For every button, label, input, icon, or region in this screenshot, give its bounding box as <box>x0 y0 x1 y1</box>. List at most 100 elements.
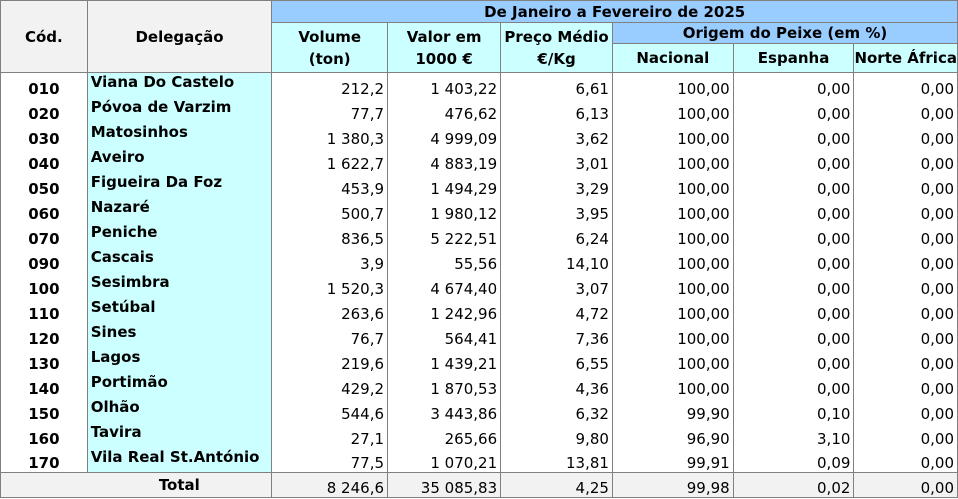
row-national: 99,90 <box>611 397 734 423</box>
row-north-africa: 0,00 <box>853 297 958 323</box>
header-origin-group: Origem do Peixe (em %) <box>611 22 958 44</box>
row-price: 7,36 <box>500 322 613 348</box>
row-delegation-name: Setúbal <box>86 297 273 323</box>
row-code: 090 <box>0 247 88 273</box>
total-code-cell <box>0 472 88 498</box>
row-spain: 0,10 <box>732 397 855 423</box>
row-delegation-name: Sesimbra <box>86 272 273 298</box>
row-value: 4 883,19 <box>387 147 502 173</box>
row-north-africa: 0,00 <box>853 397 958 423</box>
row-value: 3 443,86 <box>387 397 502 423</box>
total-north-africa: 0,00 <box>853 472 958 498</box>
row-volume: 500,7 <box>271 197 389 223</box>
row-volume: 263,6 <box>271 297 389 323</box>
row-spain: 0,00 <box>732 172 855 198</box>
table-row: 050 Figueira Da Foz 453,9 1 494,29 3,29 100,0… <box>0 172 958 198</box>
row-value: 1 980,12 <box>387 197 502 223</box>
row-price: 6,13 <box>500 97 613 123</box>
row-north-africa: 0,00 <box>853 97 958 123</box>
table-row: 090 Cascais 3,9 55,56 14,10 100,00 0,00 0,00 <box>0 247 958 273</box>
row-volume: 1 520,3 <box>271 272 389 298</box>
row-delegation-name: Nazaré <box>86 197 273 223</box>
header-delegation: Delegação <box>86 0 273 73</box>
header-price-line2: €/Kg <box>537 49 576 68</box>
row-national: 99,91 <box>611 447 734 473</box>
row-north-africa: 0,00 <box>853 372 958 398</box>
row-price: 3,07 <box>500 272 613 298</box>
row-code: 150 <box>0 397 88 423</box>
header-national: Nacional <box>611 43 734 73</box>
table-row: 140 Portimão 429,2 1 870,53 4,36 100,00 0,00 0,… <box>0 372 958 398</box>
row-north-africa: 0,00 <box>853 147 958 173</box>
row-north-africa: 0,00 <box>853 422 958 448</box>
table-row: 130 Lagos 219,6 1 439,21 6,55 100,00 0,00 0,00 <box>0 347 958 373</box>
row-price: 14,10 <box>500 247 613 273</box>
row-spain: 0,00 <box>732 147 855 173</box>
total-volume: 8 246,6 <box>271 472 389 498</box>
row-code: 130 <box>0 347 88 373</box>
row-national: 100,00 <box>611 372 734 398</box>
row-spain: 0,09 <box>732 447 855 473</box>
row-delegation-name: Vila Real St.António <box>86 447 273 473</box>
row-code: 010 <box>0 72 88 98</box>
row-spain: 0,00 <box>732 197 855 223</box>
row-code: 050 <box>0 172 88 198</box>
row-volume: 219,6 <box>271 347 389 373</box>
row-national: 100,00 <box>611 247 734 273</box>
row-volume: 1 380,3 <box>271 122 389 148</box>
row-delegation-name: Tavira <box>86 422 273 448</box>
total-price: 4,25 <box>500 472 613 498</box>
row-spain: 0,00 <box>732 122 855 148</box>
row-value: 476,62 <box>387 97 502 123</box>
row-north-africa: 0,00 <box>853 222 958 248</box>
row-north-africa: 0,00 <box>853 247 958 273</box>
row-north-africa: 0,00 <box>853 322 958 348</box>
row-spain: 0,00 <box>732 322 855 348</box>
row-delegation-name: Portimão <box>86 372 273 398</box>
row-spain: 0,00 <box>732 97 855 123</box>
row-price: 4,72 <box>500 297 613 323</box>
row-value: 1 494,29 <box>387 172 502 198</box>
row-spain: 3,10 <box>732 422 855 448</box>
row-spain: 0,00 <box>732 297 855 323</box>
row-code: 160 <box>0 422 88 448</box>
row-value: 4 674,40 <box>387 272 502 298</box>
row-national: 100,00 <box>611 122 734 148</box>
row-delegation-name: Póvoa de Varzim <box>86 97 273 123</box>
row-code: 120 <box>0 322 88 348</box>
table-row: 120 Sines 76,7 564,41 7,36 100,00 0,00 0,00 <box>0 322 958 348</box>
row-national: 100,00 <box>611 347 734 373</box>
row-delegation-name: Viana Do Castelo <box>86 72 273 98</box>
row-code: 170 <box>0 447 88 473</box>
row-delegation-name: Figueira Da Foz <box>86 172 273 198</box>
row-price: 6,61 <box>500 72 613 98</box>
header-volume-line2: (ton) <box>308 49 351 68</box>
row-value: 1 070,21 <box>387 447 502 473</box>
header-north-africa: Norte África <box>853 43 958 73</box>
row-price: 6,55 <box>500 347 613 373</box>
row-price: 6,32 <box>500 397 613 423</box>
row-delegation-name: Lagos <box>86 347 273 373</box>
table-row: 160 Tavira 27,1 265,66 9,80 96,90 3,10 0,00 <box>0 422 958 448</box>
row-price: 3,62 <box>500 122 613 148</box>
row-price: 13,81 <box>500 447 613 473</box>
row-delegation-name: Aveiro <box>86 147 273 173</box>
table-row: 040 Aveiro 1 622,7 4 883,19 3,01 100,00 0,00 0,… <box>0 147 958 173</box>
total-label: Total <box>87 472 273 498</box>
row-delegation-name: Sines <box>86 322 273 348</box>
row-volume: 76,7 <box>271 322 389 348</box>
row-national: 100,00 <box>611 72 734 98</box>
row-national: 96,90 <box>611 422 734 448</box>
header-period-title: De Janeiro a Fevereiro de 2025 <box>271 0 958 23</box>
header-code: Cód. <box>0 0 88 73</box>
header-volume: Volume (ton) <box>271 22 389 73</box>
table-row: 150 Olhão 544,6 3 443,86 6,32 99,90 0,10 0,00 <box>0 397 958 423</box>
row-north-africa: 0,00 <box>853 172 958 198</box>
table-row: 030 Matosinhos 1 380,3 4 999,09 3,62 100,00 0,… <box>0 122 958 148</box>
row-north-africa: 0,00 <box>853 197 958 223</box>
row-delegation-name: Matosinhos <box>86 122 273 148</box>
row-price: 3,01 <box>500 147 613 173</box>
row-north-africa: 0,00 <box>853 122 958 148</box>
table-row: 060 Nazaré 500,7 1 980,12 3,95 100,00 0,00 0,00 <box>0 197 958 223</box>
total-national: 99,98 <box>611 472 734 498</box>
